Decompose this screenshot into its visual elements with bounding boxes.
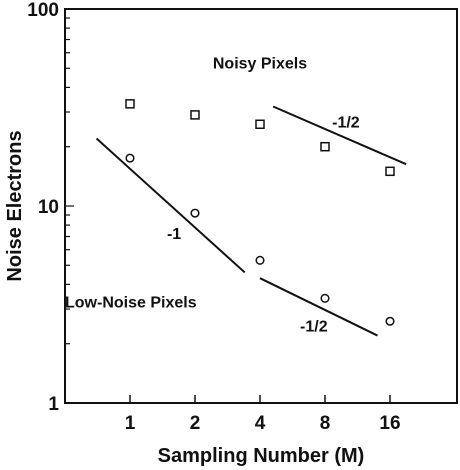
noisy-pixel-marker: [255, 119, 265, 130]
trend-line: [95, 137, 246, 274]
chart-annotation: -1: [167, 226, 181, 243]
tick-labels: 1 2 4 8 16 1 10 100: [27, 0, 400, 434]
chart-annotation: Noisy Pixels: [213, 55, 307, 72]
y-tick-label: 100: [27, 0, 59, 21]
low-noise-pixel-marker: [125, 153, 135, 163]
x-axis-title: Sampling Number (M): [158, 445, 365, 467]
x-tick-label: 8: [320, 413, 331, 434]
x-tick-label: 4: [255, 413, 266, 434]
low-noise-pixel-marker: [190, 208, 200, 218]
noisy-pixel-marker: [320, 141, 330, 152]
chart-annotation: -1/2: [300, 319, 328, 336]
low-noise-pixel-marker: [320, 293, 330, 303]
trend-line: [259, 277, 378, 337]
y-tick-label: 1: [48, 394, 59, 415]
x-tick-label: 1: [125, 413, 136, 434]
trend-lines: [95, 105, 407, 337]
low-noise-pixel-marker: [255, 255, 265, 265]
y-axis-title: Noise Electrons: [4, 130, 26, 281]
x-tick-label: 16: [379, 413, 400, 434]
noisy-pixel-marker: [385, 166, 395, 177]
annotations: Noisy Pixels -1/2 -1 Low-Noise Pixels -1/2: [65, 55, 360, 335]
chart-annotation: Low-Noise Pixels: [65, 295, 197, 312]
trend-line: [272, 105, 407, 166]
data-markers: [125, 99, 395, 326]
noisy-pixel-marker: [125, 99, 135, 109]
noisy-pixel-marker: [190, 110, 200, 120]
chart-annotation: -1/2: [332, 115, 360, 132]
y-tick-label: 10: [38, 197, 59, 218]
axis-ticks: [65, 17, 391, 404]
x-tick-label: 2: [190, 413, 201, 434]
low-noise-pixel-marker: [385, 316, 395, 326]
